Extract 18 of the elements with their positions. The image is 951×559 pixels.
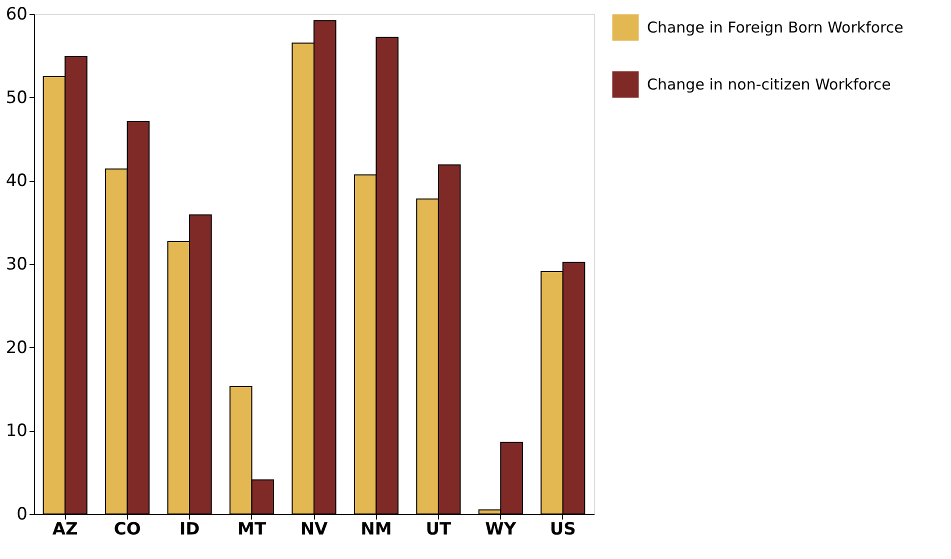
y-tick-label: 60 [6, 4, 28, 24]
y-tick-label: 20 [6, 338, 28, 358]
x-tick-label: ID [179, 520, 200, 540]
x-tick-label: CO [114, 520, 141, 540]
legend-label: Change in non-citizen Workforce [647, 76, 891, 94]
x-tick-label: MT [238, 520, 266, 540]
x-tick-label: NM [360, 520, 392, 540]
y-tick-label: 40 [6, 171, 28, 192]
x-tick-label: NV [300, 520, 329, 540]
y-tick-label: 50 [6, 88, 28, 108]
y-tick-label: 0 [16, 504, 28, 524]
x-tick-label: US [550, 520, 576, 540]
y-tick-label: 30 [6, 254, 28, 274]
x-tick-label: AZ [52, 520, 78, 540]
x-tick-label: WY [485, 520, 517, 540]
legend-label: Change in Foreign Born Workforce [647, 18, 904, 36]
y-tick-label: 10 [6, 421, 28, 442]
x-tick-label: UT [426, 520, 452, 540]
